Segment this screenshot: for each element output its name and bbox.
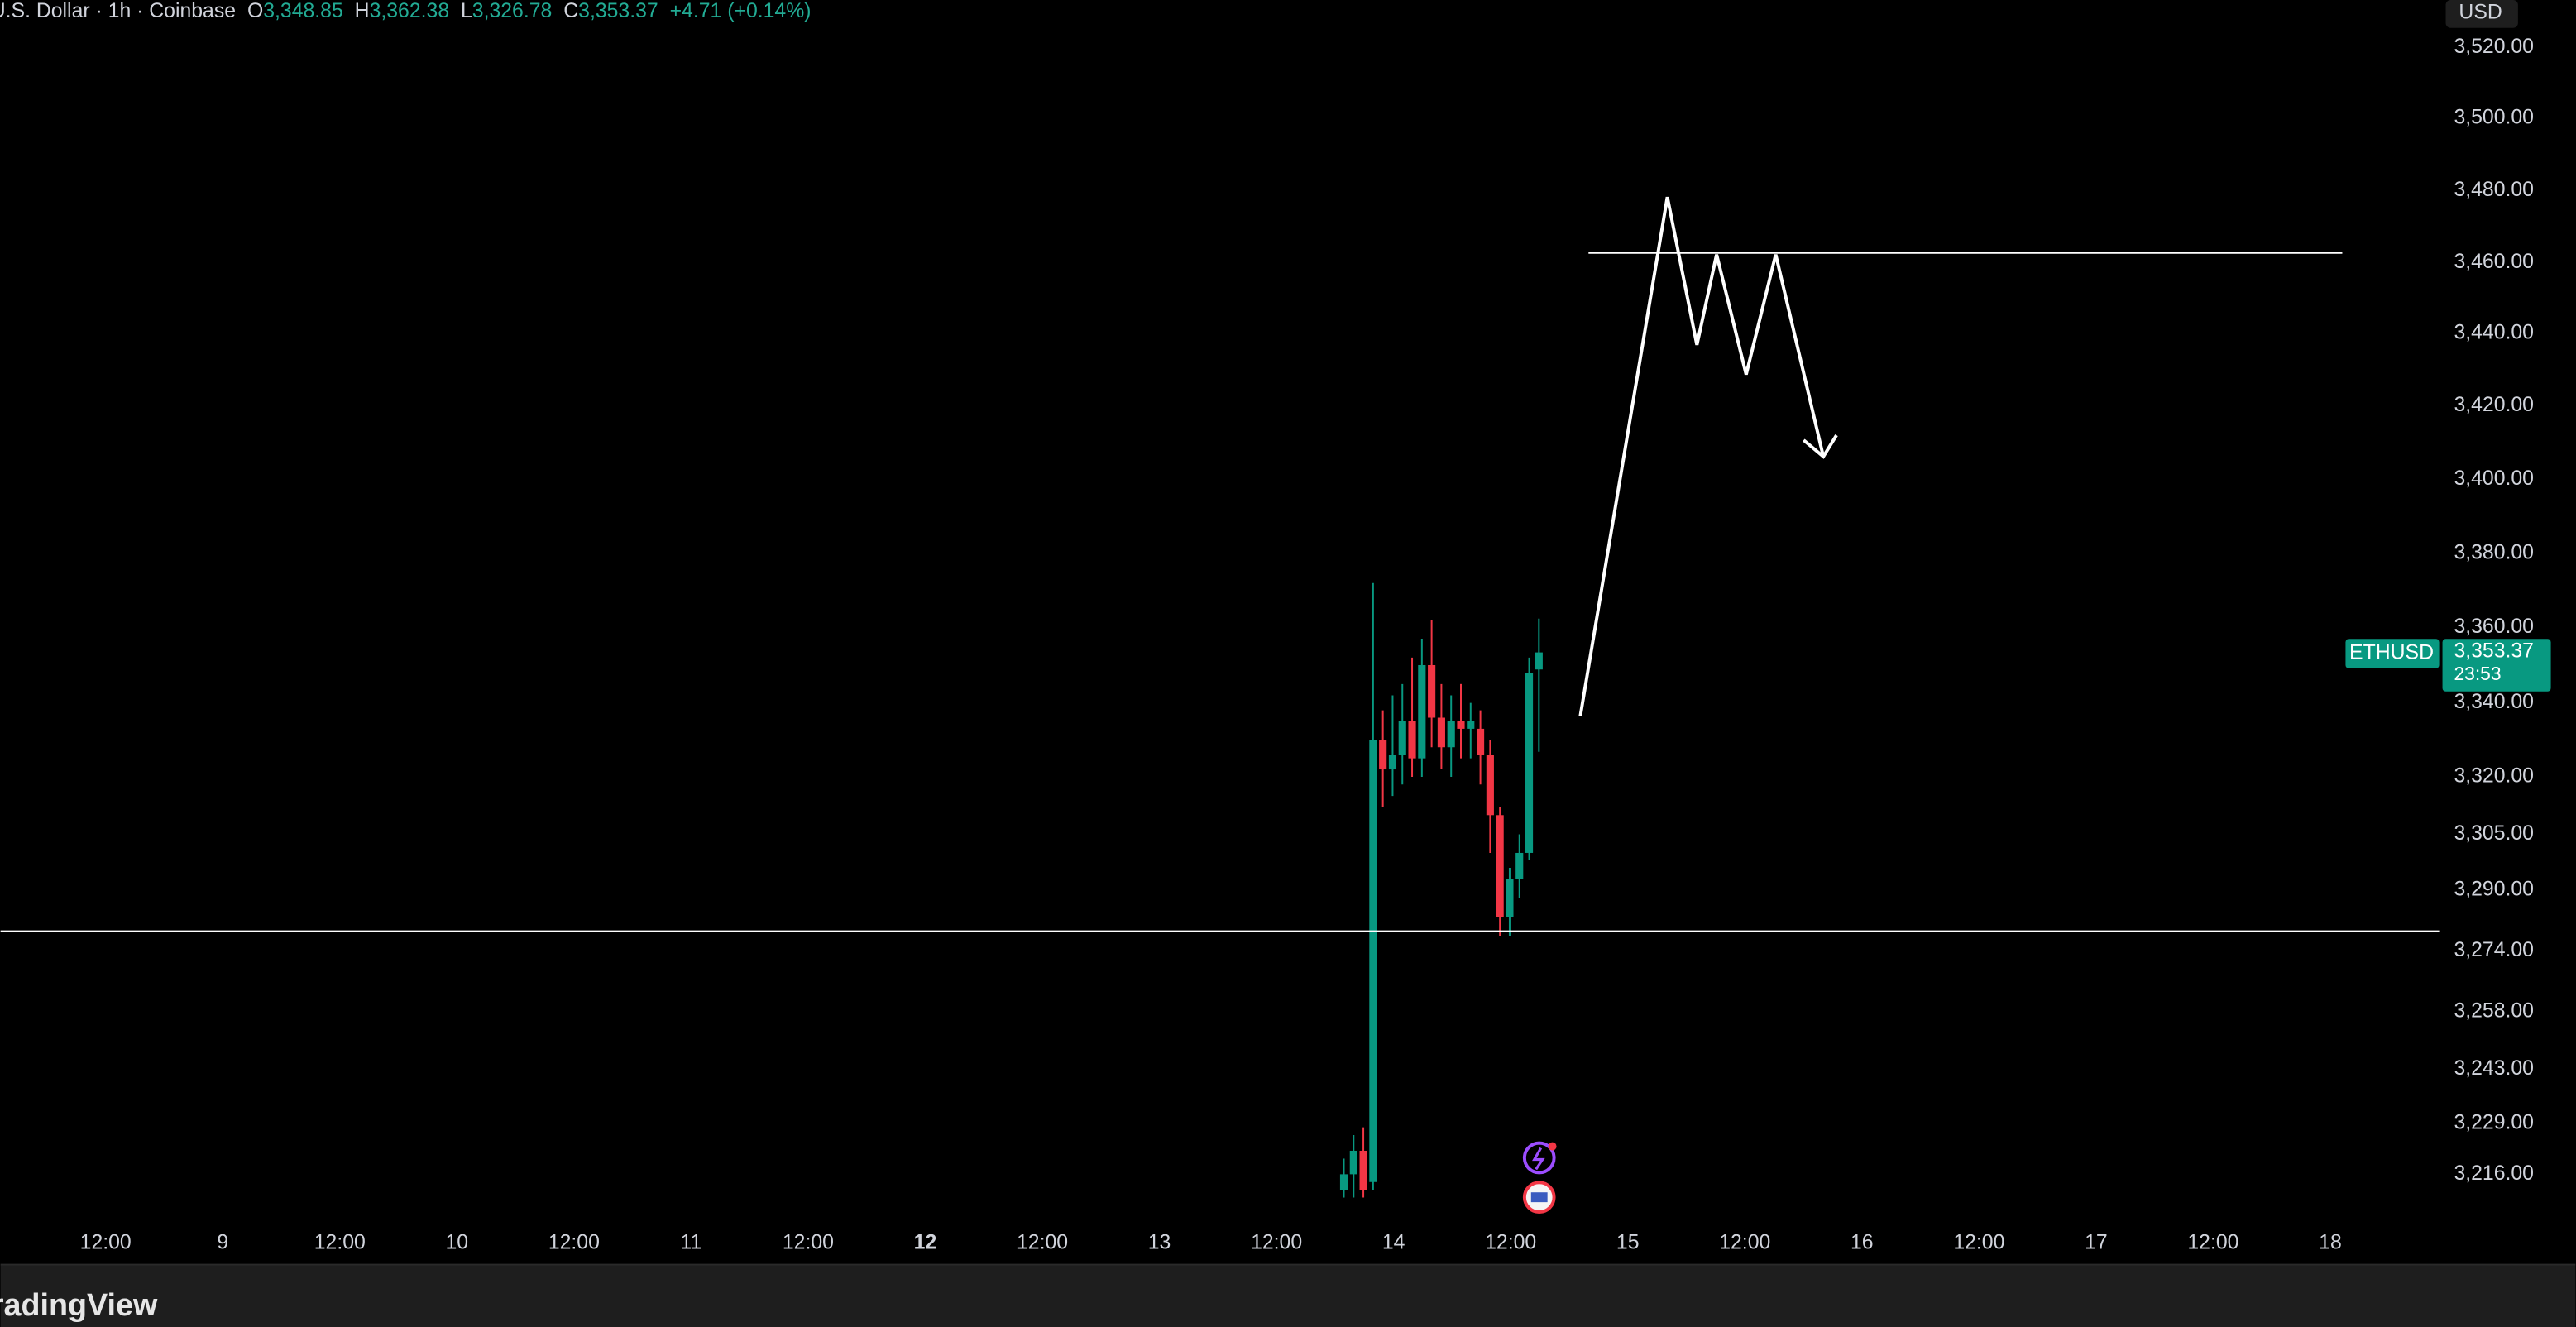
ohlc-key: H bbox=[355, 0, 370, 22]
x-tick-label: 10 bbox=[446, 1231, 469, 1253]
x-tick-label: 9 bbox=[217, 1231, 228, 1253]
candle-body bbox=[1447, 721, 1455, 748]
candle-body bbox=[1515, 852, 1524, 879]
x-tick-label: 14 bbox=[1382, 1231, 1405, 1253]
x-tick-label: 18 bbox=[2319, 1231, 2342, 1253]
y-tick-label: 3,305.00 bbox=[2454, 822, 2534, 845]
candle-body bbox=[1506, 879, 1514, 917]
y-tick-label: 3,400.00 bbox=[2454, 467, 2534, 490]
x-tick-label: 12:00 bbox=[314, 1231, 366, 1253]
candle-body bbox=[1379, 740, 1387, 770]
x-tick-label: 11 bbox=[681, 1231, 702, 1253]
ohlc-value: 3,362.38 bbox=[370, 0, 450, 22]
y-tick-label: 3,320.00 bbox=[2454, 765, 2534, 788]
y-tick-label: 3,216.00 bbox=[2454, 1162, 2534, 1185]
ohlc-value: 3,348.85 bbox=[263, 0, 343, 22]
y-tick-label: 3,460.00 bbox=[2454, 251, 2534, 273]
y-tick-label: 3,480.00 bbox=[2454, 179, 2534, 201]
symbol: U.S. Dollar · 1h · Coinbase bbox=[0, 0, 236, 22]
legend-header: U.S. Dollar · 1h · Coinbase O3,348.85 H3,3… bbox=[0, 0, 812, 22]
y-tick-label: 3,290.00 bbox=[2454, 878, 2534, 900]
x-tick-label: 12:00 bbox=[1017, 1231, 1068, 1253]
y-tick-label: 3,243.00 bbox=[2454, 1057, 2534, 1080]
x-tick-label: 12:00 bbox=[80, 1231, 132, 1253]
y-tick-label: 3,500.00 bbox=[2454, 106, 2534, 128]
y-tick-label: 3,229.00 bbox=[2454, 1111, 2534, 1133]
x-tick-label: 12:00 bbox=[548, 1231, 600, 1253]
event-icon[interactable] bbox=[1522, 1141, 1556, 1175]
candle-body bbox=[1418, 664, 1426, 759]
ohlc-key: C bbox=[563, 0, 578, 22]
footer-bar bbox=[0, 1264, 2576, 1327]
candle-body bbox=[1457, 721, 1465, 729]
ohlc-key: L bbox=[461, 0, 472, 22]
candle-body bbox=[1496, 815, 1504, 917]
y-tick-label: 3,380.00 bbox=[2454, 542, 2534, 564]
y-tick-label: 3,360.00 bbox=[2454, 616, 2534, 638]
change: +4.71 (+0.14%) bbox=[670, 0, 812, 22]
countdown: 23:53 bbox=[2454, 663, 2501, 684]
x-tick-label: 13 bbox=[1148, 1231, 1171, 1253]
price-tag bbox=[2442, 639, 2551, 692]
candle-body bbox=[1398, 721, 1406, 755]
x-tick-label: 17 bbox=[2085, 1231, 2108, 1253]
price-tag-label: 3,353.37 bbox=[2454, 640, 2534, 663]
y-tick-label: 3,274.00 bbox=[2454, 939, 2534, 961]
candle-body bbox=[1467, 721, 1475, 729]
event-dot bbox=[1548, 1142, 1557, 1151]
y-tick-label: 3,440.00 bbox=[2454, 322, 2534, 344]
legend-text: U.S. Dollar · 1h · Coinbase O3,348.85 H3,3… bbox=[0, 0, 812, 22]
y-tick-label: 3,258.00 bbox=[2454, 999, 2534, 1022]
candle-body bbox=[1359, 1150, 1367, 1190]
symbol-tag bbox=[2345, 639, 2440, 668]
candle-body bbox=[1535, 652, 1543, 670]
currency-box bbox=[2445, 0, 2518, 28]
x-tick-label: 12:00 bbox=[1953, 1231, 2004, 1253]
candle-body bbox=[1369, 740, 1377, 1182]
x-tick-label: 12:00 bbox=[783, 1231, 834, 1253]
symbol-tag-label: ETHUSD bbox=[2349, 642, 2434, 664]
candle-body bbox=[1437, 717, 1445, 748]
ohlc-value: 3,326.78 bbox=[472, 0, 553, 22]
ohlc-value: 3,353.37 bbox=[578, 0, 658, 22]
candle-body bbox=[1339, 1174, 1348, 1190]
projection-path bbox=[1578, 196, 1826, 716]
candle-body bbox=[1408, 721, 1416, 759]
x-tick-label: 12:00 bbox=[1251, 1231, 1302, 1253]
y-tick-label: 3,520.00 bbox=[2454, 36, 2534, 58]
candle-body bbox=[1388, 755, 1397, 770]
currency: USD bbox=[2459, 1, 2502, 23]
ohlc-key: O bbox=[247, 0, 263, 22]
plot bbox=[1339, 582, 1543, 1198]
candle-body bbox=[1486, 755, 1494, 816]
y-tick-label: 3,340.00 bbox=[2454, 691, 2534, 713]
arrow-head bbox=[1803, 434, 1838, 459]
candle-body bbox=[1428, 664, 1436, 718]
x-tick-label: 12:00 bbox=[2187, 1231, 2238, 1253]
x-tick-label: 12 bbox=[914, 1231, 937, 1253]
candle-body bbox=[1525, 673, 1534, 853]
candle-body bbox=[1477, 728, 1485, 755]
y-tick-label: 3,420.00 bbox=[2454, 394, 2534, 416]
flag bbox=[1530, 1192, 1548, 1203]
candle-body bbox=[1349, 1150, 1357, 1175]
x-tick-label: 12:00 bbox=[1485, 1231, 1536, 1253]
x-tick-label: 12:00 bbox=[1719, 1231, 1770, 1253]
x-tick-label: 16 bbox=[1851, 1231, 1874, 1253]
event-icon-bolt bbox=[1532, 1147, 1545, 1171]
x-tick-label: 15 bbox=[1616, 1231, 1640, 1253]
brand: TradingView bbox=[0, 1287, 158, 1322]
